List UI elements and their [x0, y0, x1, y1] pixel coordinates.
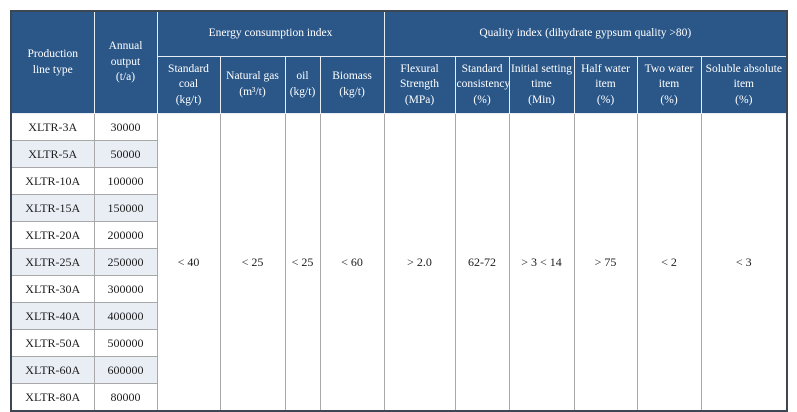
table-row: XLTR-15A 150000	[10, 194, 787, 222]
col-header-standard-coal: Standard coal (kg/t)	[156, 56, 221, 114]
col-header-half-water-item: Half water item (%)	[573, 56, 638, 114]
initial-setting-time-value-cell: > 3 < 14	[508, 113, 575, 412]
annual-output-cell: 80000	[93, 383, 158, 412]
annual-output-cell: 500000	[93, 329, 158, 357]
table-row: XLTR-20A 200000	[10, 221, 787, 249]
production-line-cell: XLTR-5A	[10, 140, 95, 168]
production-line-spec-table: Production line type Annual output (t/a)…	[10, 10, 789, 412]
biomass-value-cell: < 60	[319, 113, 385, 412]
production-line-cell: XLTR-80A	[10, 383, 95, 412]
annual-output-cell: 250000	[93, 248, 158, 276]
annual-output-cell: 300000	[93, 275, 158, 303]
col-header-two-water-item: Two water item (%)	[636, 56, 702, 114]
col-header-production-line: Production line type	[10, 10, 95, 114]
header-group-row: Production line type Annual output (t/a)…	[10, 10, 788, 114]
production-line-cell: XLTR-25A	[10, 248, 95, 276]
col-header-oil: oil (kg/t)	[284, 56, 321, 114]
oil-value-cell: < 25	[284, 113, 321, 412]
production-line-cell: XLTR-40A	[10, 302, 95, 330]
standard-consistency-value-cell: 62-72	[454, 113, 510, 412]
two-water-item-value-cell: < 2	[636, 113, 702, 412]
col-header-natural-gas: Natural gas (m³/t)	[219, 56, 286, 114]
production-line-cell: XLTR-20A	[10, 221, 95, 249]
annual-output-cell: 50000	[93, 140, 158, 168]
table-row: XLTR-40A 400000	[10, 302, 787, 330]
table-row: XLTR-50A 500000	[10, 329, 787, 357]
production-line-cell: XLTR-30A	[10, 275, 95, 303]
col-header-flexural-strength: Flexural Strength (MPa)	[383, 56, 456, 114]
natural-gas-value-cell: < 25	[219, 113, 286, 412]
annual-output-cell: 30000	[93, 113, 158, 141]
header-sub-row: Standard coal (kg/t) Natural gas (m³/t) …	[11, 56, 788, 114]
production-line-cell: XLTR-15A	[10, 194, 95, 222]
table-row: XLTR-25A 250000	[10, 248, 787, 276]
flexural-strength-value-cell: > 2.0	[383, 113, 456, 412]
col-header-soluble-absolute-item: Soluble absolute item (%)	[700, 56, 788, 114]
table-row: XLTR-60A 600000	[10, 356, 787, 384]
table-row: XLTR-5A 50000	[10, 140, 787, 168]
col-header-biomass: Biomass (kg/t)	[319, 56, 385, 114]
annual-output-cell: 150000	[93, 194, 158, 222]
production-line-cell: XLTR-3A	[10, 113, 95, 141]
group-header-quality-index: Quality index (dihydrate gypsum quality …	[383, 10, 788, 57]
table-row: XLTR-3A 30000 < 40 < 25 < 25 < 60 > 2.0 …	[10, 113, 788, 412]
annual-output-cell: 600000	[93, 356, 158, 384]
soluble-absolute-item-value-cell: < 3	[700, 113, 788, 412]
col-header-standard-consistency: Standard consistency (%)	[454, 56, 510, 114]
production-line-cell: XLTR-60A	[10, 356, 95, 384]
annual-output-cell: 200000	[93, 221, 158, 249]
production-line-cell: XLTR-50A	[10, 329, 95, 357]
col-header-annual-output: Annual output (t/a)	[93, 10, 158, 114]
standard-coal-value-cell: < 40	[156, 113, 221, 412]
production-line-cell: XLTR-10A	[10, 167, 95, 195]
annual-output-cell: 100000	[93, 167, 158, 195]
col-header-initial-setting-time: Initial setting time (Min)	[508, 56, 575, 114]
half-water-item-value-cell: > 75	[573, 113, 638, 412]
group-header-energy-consumption: Energy consumption index	[156, 10, 385, 57]
annual-output-cell: 400000	[93, 302, 158, 330]
